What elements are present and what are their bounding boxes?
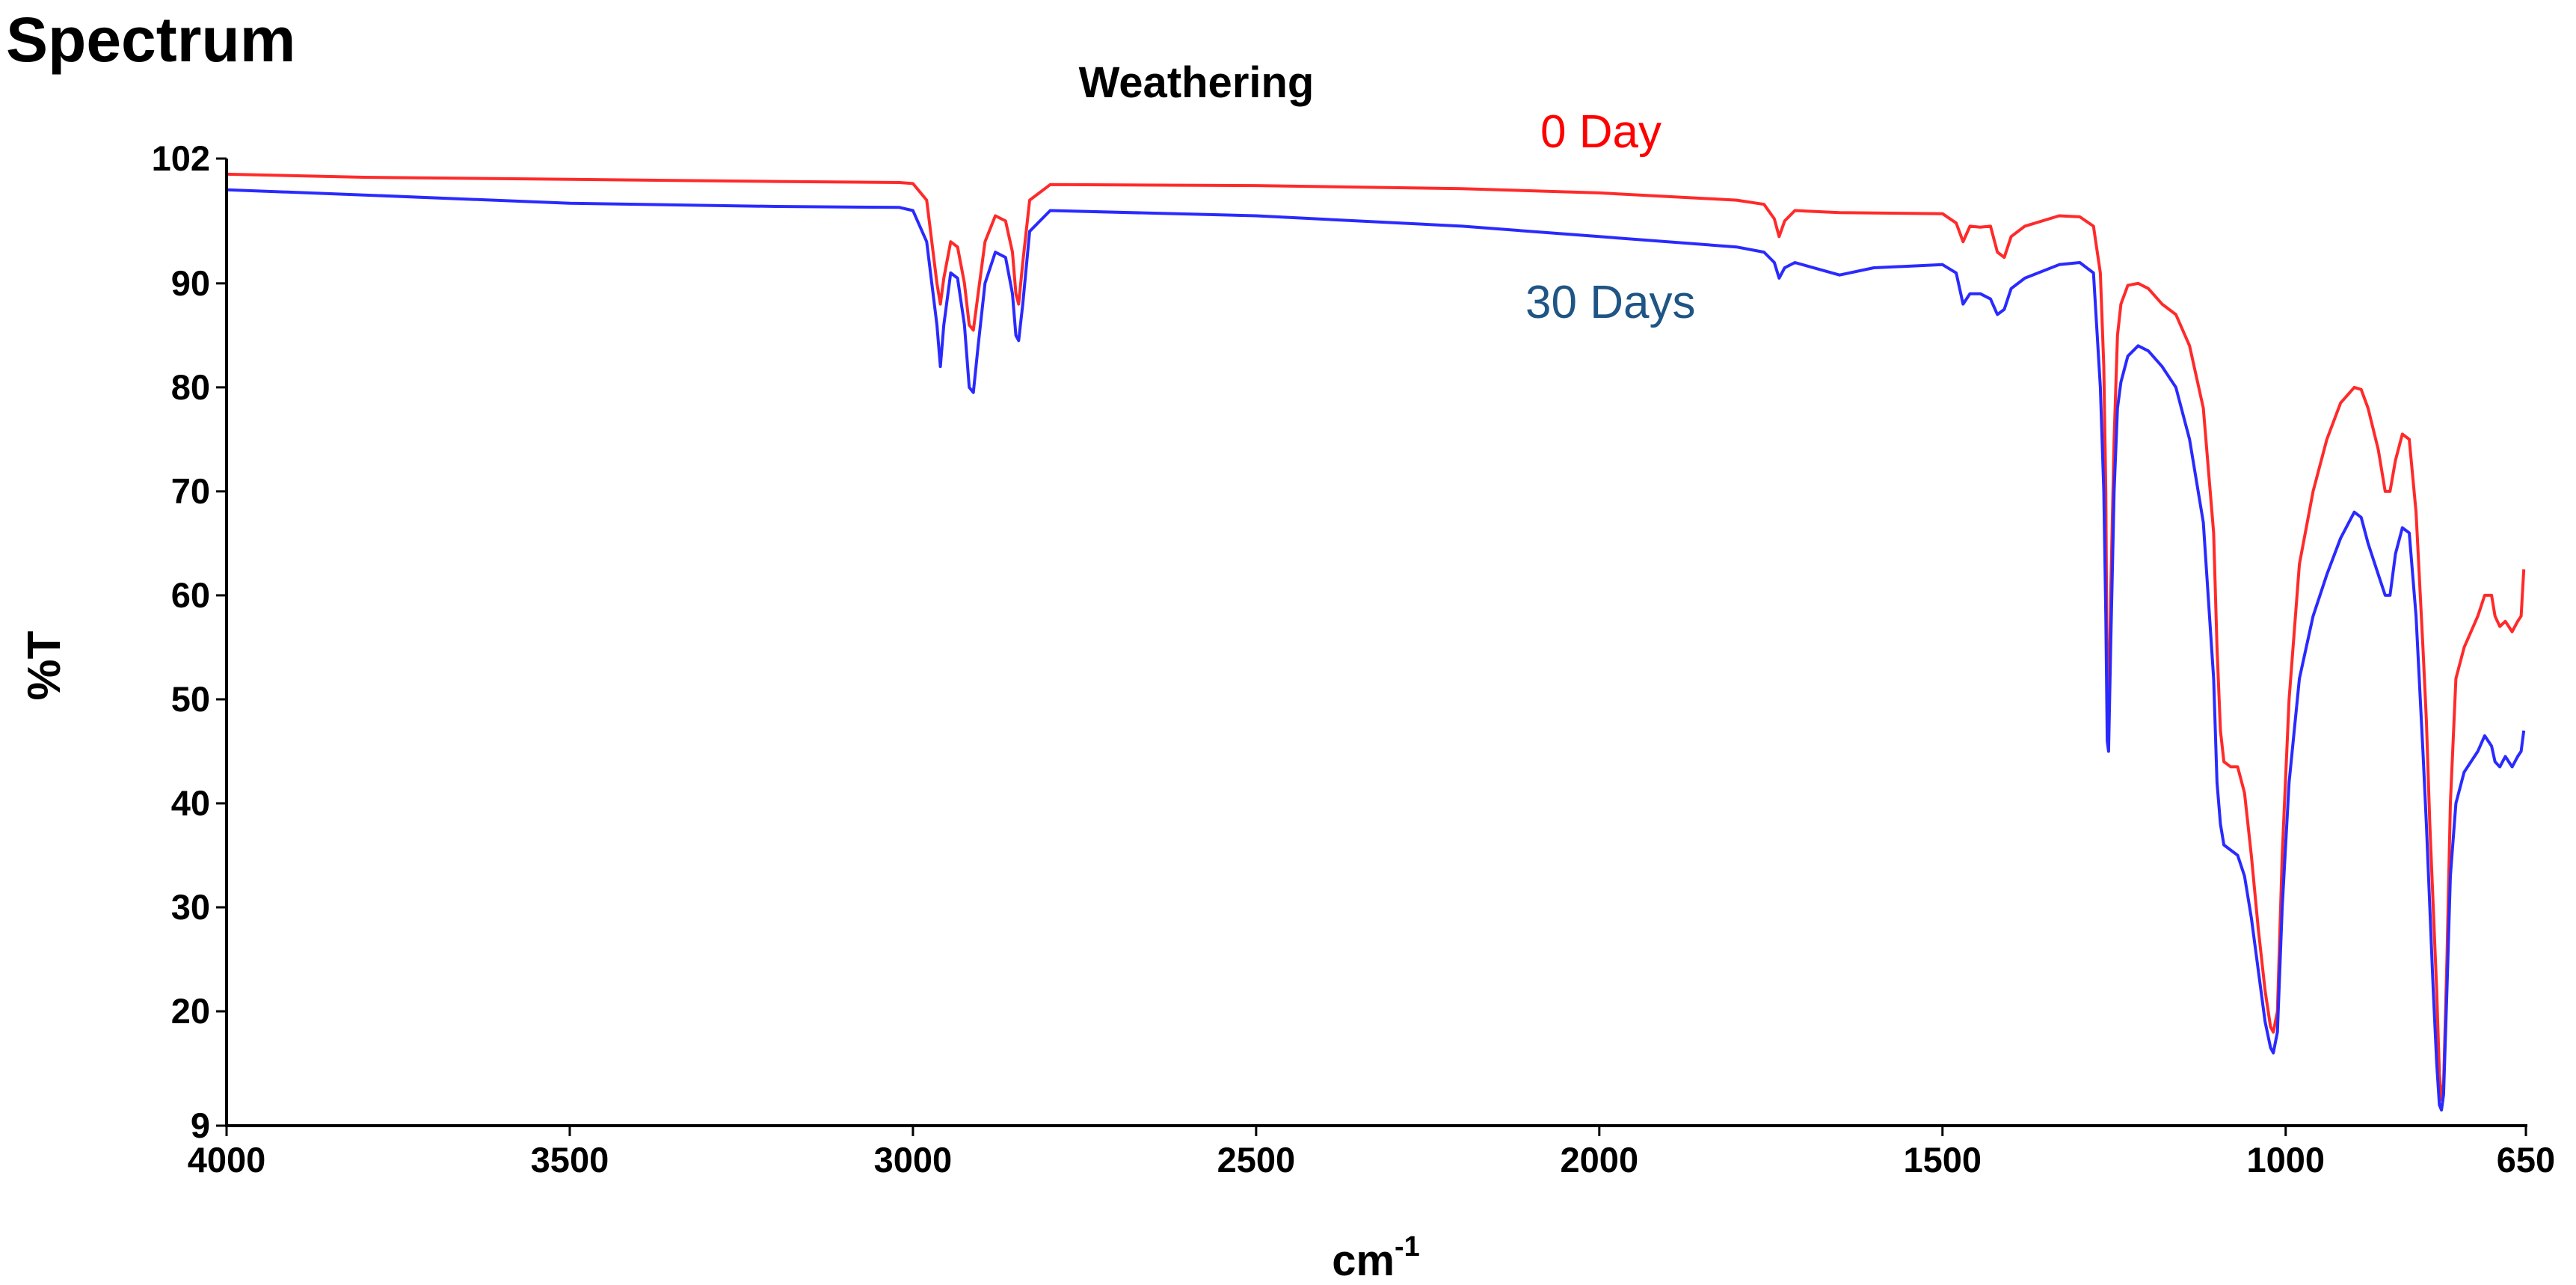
- x-tick-label: 2500: [1217, 1140, 1296, 1180]
- series-line-0-day: [226, 172, 2526, 1102]
- legend-label-30-days: 30 Days: [1525, 277, 1695, 328]
- y-tick-label: 20: [171, 991, 210, 1031]
- x-tick-label: 4000: [188, 1140, 266, 1180]
- y-tick-label: 40: [171, 783, 210, 823]
- plot-lines: [226, 172, 2526, 1112]
- x-tick-label: 3500: [531, 1140, 609, 1180]
- x-tick-label: 1500: [1903, 1140, 1982, 1180]
- y-tick-label: 80: [171, 367, 210, 407]
- x-axis-label-base: cm: [1332, 1236, 1395, 1285]
- series-line-30-days: [226, 188, 2526, 1112]
- y-tick-label: 60: [171, 575, 210, 615]
- x-tick-label: 3000: [874, 1140, 953, 1180]
- y-tick-label: 90: [171, 263, 210, 303]
- y-tick-label: 30: [171, 887, 210, 927]
- page-title: Spectrum: [6, 4, 295, 75]
- x-axis-label: cm-1: [1332, 1231, 1420, 1285]
- y-axis-label: %T: [19, 631, 70, 700]
- x-axis-label-superscript: -1: [1395, 1231, 1420, 1263]
- chart-title: Weathering: [1079, 58, 1315, 107]
- x-tick-label: 650: [2497, 1140, 2555, 1180]
- legend-label-0-day: 0 Day: [1540, 106, 1662, 158]
- y-tick-label: 50: [171, 679, 210, 719]
- x-tick-label: 1000: [2246, 1140, 2325, 1180]
- y-tick-label: 70: [171, 471, 210, 511]
- y-tick-label: 102: [152, 138, 210, 178]
- y-tick-label: 9: [191, 1105, 210, 1145]
- x-ticks: 4000 3500 3000 2500 2000 1500 1000 650: [188, 1126, 2555, 1180]
- y-ticks: 9 20 30 40 50 60 70 80 90 102: [152, 138, 227, 1145]
- x-tick-label: 2000: [1561, 1140, 1639, 1180]
